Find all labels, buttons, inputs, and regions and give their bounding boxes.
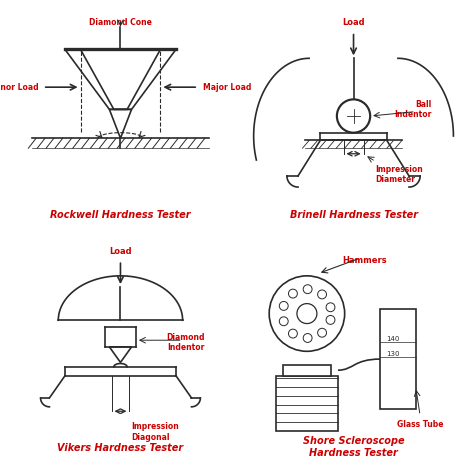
Text: Glass Tube: Glass Tube bbox=[397, 420, 443, 429]
Text: Brinell Hardness Tester: Brinell Hardness Tester bbox=[290, 210, 418, 220]
Text: Vikers Hardness Tester: Vikers Hardness Tester bbox=[57, 443, 183, 454]
Text: Diamond
Indentor: Diamond Indentor bbox=[166, 333, 205, 352]
Text: Minor Load: Minor Load bbox=[0, 82, 38, 91]
Bar bbox=[380, 309, 416, 409]
Text: Load: Load bbox=[109, 247, 132, 256]
Text: 130: 130 bbox=[386, 351, 399, 357]
Text: Hammers: Hammers bbox=[342, 256, 387, 265]
Text: Major Load: Major Load bbox=[202, 82, 251, 91]
Text: Impression
Diagonal: Impression Diagonal bbox=[132, 422, 179, 442]
Text: Shore Scleroscope
Hardness Tester: Shore Scleroscope Hardness Tester bbox=[303, 436, 404, 458]
Text: Impression
Diameter: Impression Diameter bbox=[376, 165, 423, 184]
Bar bbox=[276, 376, 338, 431]
Text: Ball
Indentor: Ball Indentor bbox=[394, 100, 431, 119]
Text: Diamond Cone: Diamond Cone bbox=[89, 18, 152, 27]
Text: 140: 140 bbox=[386, 336, 399, 342]
Bar bbox=[283, 365, 331, 376]
Text: Load: Load bbox=[342, 18, 365, 27]
Text: Rockwell Hardness Tester: Rockwell Hardness Tester bbox=[50, 210, 191, 220]
